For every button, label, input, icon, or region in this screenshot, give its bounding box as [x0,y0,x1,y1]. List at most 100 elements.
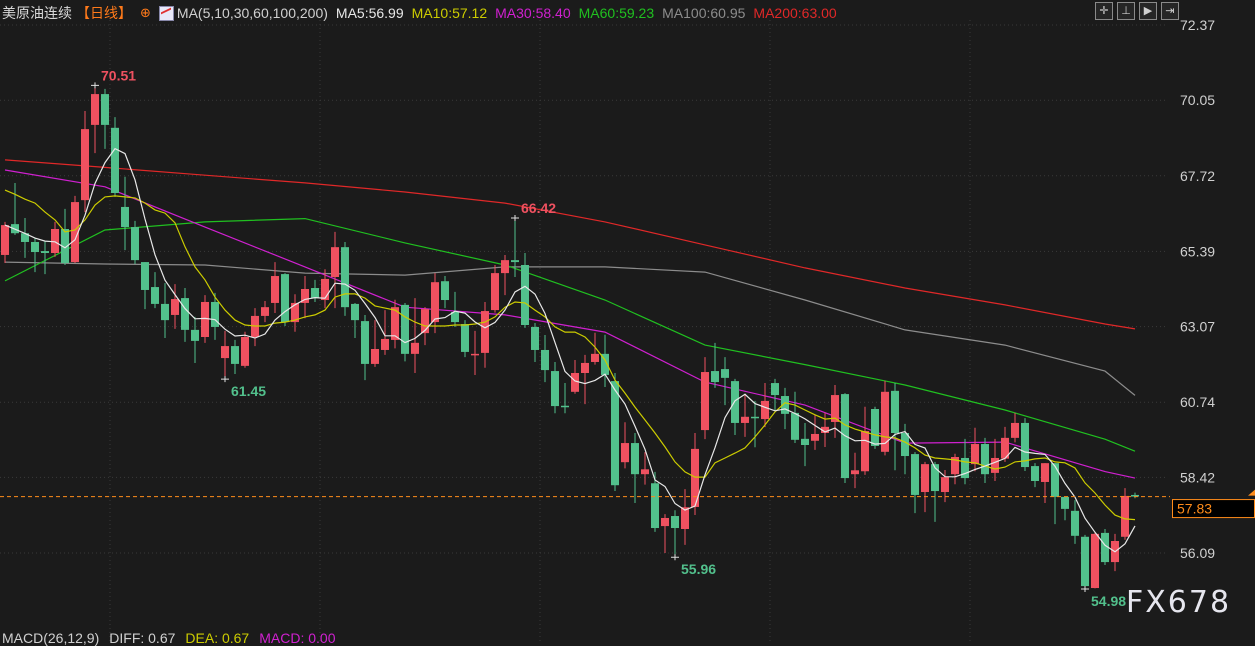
exit-icon[interactable]: ⇥ [1161,2,1179,20]
y-tick-label: 63.07 [1180,319,1215,335]
candle-body [641,469,649,475]
candle-body [541,349,549,371]
candle [851,452,859,489]
candle-body [1021,422,1029,468]
candle-body [691,448,699,507]
candle-body [491,273,499,311]
candle-body [1101,532,1109,563]
candle-body [141,262,149,290]
candle-body [601,353,609,375]
candle-body [331,247,339,277]
period-selector[interactable]: 【日线】 [76,5,132,21]
candle [661,514,669,553]
candle-body [1131,494,1139,497]
candle-body [471,353,479,356]
candle [301,276,309,319]
candle [481,301,489,368]
candle [1011,412,1019,443]
candle-body [351,303,359,321]
candle-body [1001,437,1009,459]
candle [611,373,619,492]
macd-dea: DEA: 0.67 [185,630,250,646]
crosshair-icon[interactable]: ✛ [1095,2,1113,20]
candle-body [361,321,369,364]
chart-header: 美原油连续 【日线】 ⊕ MA(5,10,30,60,100,200) MA5:… [2,3,845,23]
candle [171,284,179,329]
candle [101,88,109,149]
ma200-value: MA200:63.00 [753,5,837,21]
candle-body [981,444,989,475]
candle [561,383,569,414]
candle-body [711,371,719,383]
indicator-chart-icon[interactable] [158,5,174,21]
candle-body [721,369,729,378]
candle [681,489,689,545]
y-tick-label: 60.74 [1180,394,1215,410]
candle-body [71,202,79,263]
last-price-label: 57.83 [1177,501,1212,517]
high-price-label: 70.51 [101,67,136,83]
candle [381,310,389,355]
candle-body [401,304,409,354]
candle-body [201,301,209,337]
low-price-label: 54.98 [1091,593,1126,609]
candle-body [861,431,869,472]
candle-body [21,233,29,242]
ma100-line [4,261,1136,396]
candle [761,383,769,428]
candle [621,422,629,469]
candle [671,510,679,558]
candle-body [591,353,599,362]
ma10-line [4,189,1136,521]
candle-body [821,426,829,433]
y-tick-label: 58.42 [1180,469,1215,485]
candle-body [931,464,939,492]
candle-body [1061,496,1069,509]
candle-body [631,443,639,475]
candle [501,254,509,296]
candle-body [1091,533,1099,589]
candle-body [1081,536,1089,587]
candle-body [91,94,99,125]
fit-range-icon[interactable]: ⊥ [1117,2,1135,20]
candle [111,117,119,197]
candle-body [161,303,169,321]
candle-body [761,400,769,420]
low-price-label: 61.45 [231,383,266,399]
candle [341,241,349,316]
candle-body [731,381,739,423]
candle [751,400,759,448]
candle [741,393,749,437]
candle [461,320,469,358]
candle-body [281,274,289,323]
candle [261,301,269,323]
candle-body [1041,463,1049,482]
candle-body [51,229,59,253]
candle-body [1121,495,1129,537]
y-tick-label: 56.09 [1180,545,1215,561]
candle-body [941,477,949,493]
candle [221,330,229,380]
candle [351,302,359,338]
zoom-icon[interactable]: ⊕ [140,5,151,20]
candle [231,339,239,374]
candle-body [881,391,889,452]
candle-body [441,281,449,301]
candle [701,357,709,440]
candle-body [781,396,789,414]
candle-body [421,309,429,334]
candle [1001,426,1009,462]
candle-body [701,372,709,431]
candle [631,433,639,504]
candle-body [961,457,969,479]
ma-params[interactable]: MA(5,10,30,60,100,200) [176,5,328,21]
candle [1071,500,1079,544]
play-icon[interactable]: ▶ [1139,2,1157,20]
candle [1021,418,1029,471]
candle [371,320,379,367]
candle [1041,463,1049,504]
candle [511,217,519,277]
candle-body [391,307,399,340]
candle-body [871,409,879,446]
